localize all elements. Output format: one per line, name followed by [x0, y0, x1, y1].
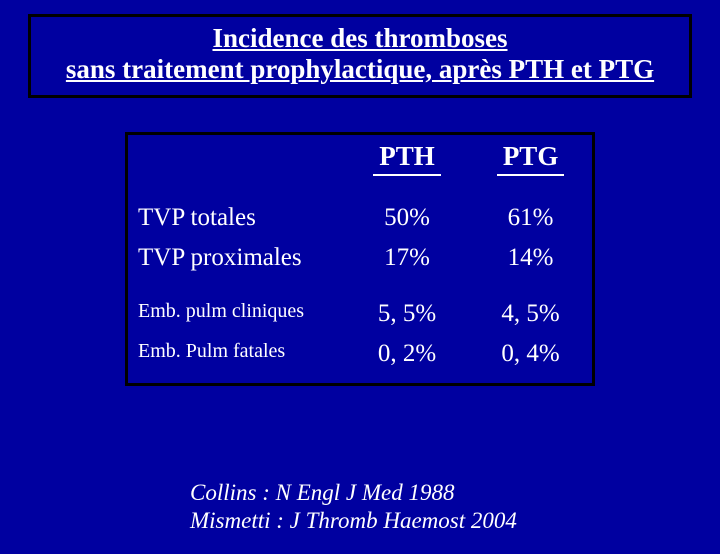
citation-line-2: Mismetti : J Thromb Haemost 2004 — [190, 507, 517, 536]
row-label-emb-fatales: Emb. Pulm fatales — [127, 334, 345, 374]
cell-value: 14% — [469, 238, 593, 278]
row-label-tvp-totales: TVP totales — [127, 198, 345, 238]
row-label-emb-cliniques: Emb. pulm cliniques — [127, 294, 345, 334]
row-label-tvp-proximales: TVP proximales — [127, 238, 345, 278]
data-table-container: PTH PTG TVP totales 50% 61% TVP proximal… — [125, 132, 595, 386]
table-row: Emb. pulm cliniques 5, 5% 4, 5% — [127, 294, 594, 334]
table-header-row: PTH PTG — [127, 134, 594, 183]
cell-value: 0, 2% — [345, 334, 469, 374]
table-row: TVP totales 50% 61% — [127, 198, 594, 238]
title-line-2: sans traitement prophylactique, après PT… — [43, 54, 677, 85]
title-line-1: Incidence des thromboses — [43, 23, 677, 54]
cell-value: 4, 5% — [469, 294, 593, 334]
title-box: Incidence des thromboses sans traitement… — [28, 14, 692, 98]
cell-value: 5, 5% — [345, 294, 469, 334]
cell-value: 50% — [345, 198, 469, 238]
cell-value: 61% — [469, 198, 593, 238]
citation-block: Collins : N Engl J Med 1988 Mismetti : J… — [190, 479, 517, 537]
citation-line-1: Collins : N Engl J Med 1988 — [190, 479, 517, 508]
col-header-ptg: PTG — [469, 134, 593, 183]
table-row: TVP proximales 17% 14% — [127, 238, 594, 278]
cell-value: 17% — [345, 238, 469, 278]
data-table: PTH PTG TVP totales 50% 61% TVP proximal… — [125, 132, 595, 386]
col-header-pth: PTH — [345, 134, 469, 183]
cell-value: 0, 4% — [469, 334, 593, 374]
table-row: Emb. Pulm fatales 0, 2% 0, 4% — [127, 334, 594, 374]
